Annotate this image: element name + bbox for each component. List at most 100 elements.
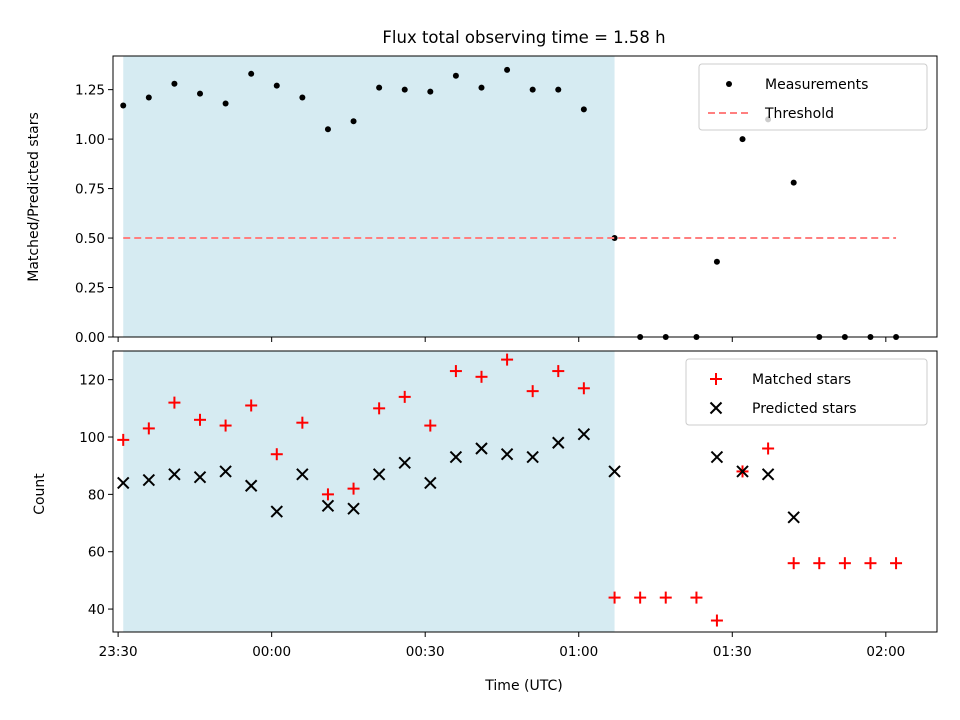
bottom-panel: 40 60 80 100 120 23:30 00:00 00:30 01:00 01:30 02:… (79, 350, 938, 660)
measurement-point (478, 84, 485, 91)
predicted-stars-point (270, 505, 283, 518)
predicted-stars-point (347, 502, 360, 515)
top-legend: Measurements Threshold (698, 63, 928, 131)
predicted-stars-point (552, 436, 565, 449)
matched-stars-point (219, 419, 232, 432)
predicted-stars-point (736, 465, 749, 478)
measurement-point (248, 70, 255, 77)
predicted-stars-point (577, 427, 591, 441)
predicted-stars-point (475, 442, 488, 455)
matched-stars-point (787, 557, 800, 570)
measurement-point (171, 80, 178, 87)
matched-stars-point (552, 365, 565, 378)
predicted-stars-point (398, 456, 411, 470)
matched-stars-point (449, 365, 462, 378)
measurement-point (790, 179, 797, 186)
predicted-stars-point (710, 450, 724, 464)
predicted-stars-point (787, 511, 800, 524)
top-axes-frame (112, 55, 938, 338)
predicted-stars-point (372, 468, 386, 481)
measurement-point (739, 136, 746, 143)
bottom-x-tick-label: 00:00 (252, 644, 291, 660)
predicted-stars-point (296, 468, 309, 481)
top-y-axis-label: Matched/Predicted stars (26, 112, 42, 282)
matched-stars-point (321, 488, 334, 501)
matched-stars-point (690, 591, 703, 604)
matched-stars-point (270, 448, 283, 461)
top-panel: 0.00 0.25 0.50 0.75 1.00 1.25 Measurements Thre… (75, 55, 938, 346)
matched-stars-point (424, 419, 437, 432)
measurement-point (120, 102, 127, 109)
matched-stars-point (347, 482, 360, 495)
matched-stars-point (142, 422, 155, 435)
matched-stars-point (864, 557, 877, 570)
matched-stars-point (659, 591, 672, 604)
x-axis-label: Time (UTC) (484, 678, 562, 694)
measurement-point (555, 86, 562, 93)
matched-stars-point (577, 382, 590, 395)
bottom-legend-box (685, 358, 928, 426)
predicted-stars-point (526, 450, 539, 464)
top-y-tick-label: 1.25 (75, 83, 105, 99)
top-y-tick-label: 0.25 (75, 281, 105, 297)
matched-stars-point (813, 557, 826, 570)
top-y-tick-label: 1.00 (75, 132, 105, 148)
matched-stars-point (398, 390, 411, 403)
top-shaded-region (123, 56, 615, 337)
measurement-point (145, 94, 152, 101)
bottom-y-tick-label: 100 (79, 430, 105, 446)
bottom-x-tick-label: 01:30 (713, 644, 752, 660)
bottom-shaded-region (123, 351, 615, 632)
bottom-y-axis-label: Count (32, 473, 48, 515)
bottom-y-tick-label: 120 (79, 373, 105, 389)
predicted-stars-point (244, 479, 258, 492)
legend-label: Measurements (765, 77, 868, 93)
measurement-point (324, 126, 331, 133)
measurement-point (529, 86, 536, 93)
predicted-stars-point (608, 465, 621, 478)
measurement-point (273, 82, 280, 89)
matched-stars-point (526, 385, 539, 398)
predicted-stars-point (449, 450, 463, 464)
top-y-tick-label: 0.50 (75, 231, 105, 247)
measurement-point (427, 88, 434, 95)
measurement-point (401, 86, 408, 93)
matched-stars-point (168, 396, 181, 409)
bottom-x-tick-label: 01:00 (559, 644, 598, 660)
legend-label: Threshold (764, 106, 834, 122)
top-legend-box (698, 63, 928, 131)
predicted-stars-point (321, 499, 335, 513)
matched-stars-point (117, 433, 130, 446)
measurement-point (504, 66, 511, 73)
matched-stars-point (710, 614, 723, 627)
measurement-point (376, 84, 383, 91)
legend-marker-matched-stars (710, 373, 722, 385)
top-y-tick-label: 0.00 (75, 330, 105, 346)
matched-stars-point (194, 413, 207, 426)
predicted-stars-point (168, 468, 181, 481)
matched-stars-point (296, 416, 309, 429)
predicted-stars-point (117, 476, 130, 490)
bottom-y-tick-label: 60 (88, 545, 105, 561)
measurement-point (452, 72, 459, 79)
legend-marker-predicted-stars (709, 401, 723, 415)
predicted-stars-point (761, 468, 775, 481)
matched-stars-point (762, 442, 775, 455)
predicted-stars-point (219, 465, 232, 478)
matched-stars-point (608, 591, 621, 604)
measurement-point (299, 94, 306, 101)
legend-label: Predicted stars (752, 401, 857, 417)
matched-stars-point (373, 402, 386, 415)
bottom-x-tick-label: 23:30 (99, 644, 138, 660)
measurement-point (197, 90, 204, 97)
bottom-x-tick-label: 00:30 (406, 644, 445, 660)
matched-stars-point (475, 370, 488, 383)
measurement-point (350, 118, 357, 125)
matched-stars-point (890, 557, 903, 570)
legend-label: Matched stars (752, 372, 851, 388)
predicted-stars-point (424, 476, 437, 490)
bottom-legend: Matched stars Predicted stars (685, 358, 928, 426)
matched-stars-point (501, 353, 514, 366)
top-y-tick-label: 0.75 (75, 182, 105, 198)
